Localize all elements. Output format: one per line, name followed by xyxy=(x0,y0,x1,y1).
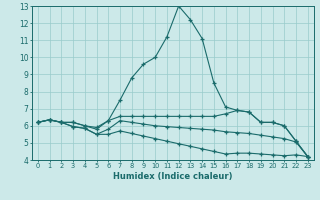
X-axis label: Humidex (Indice chaleur): Humidex (Indice chaleur) xyxy=(113,172,233,181)
